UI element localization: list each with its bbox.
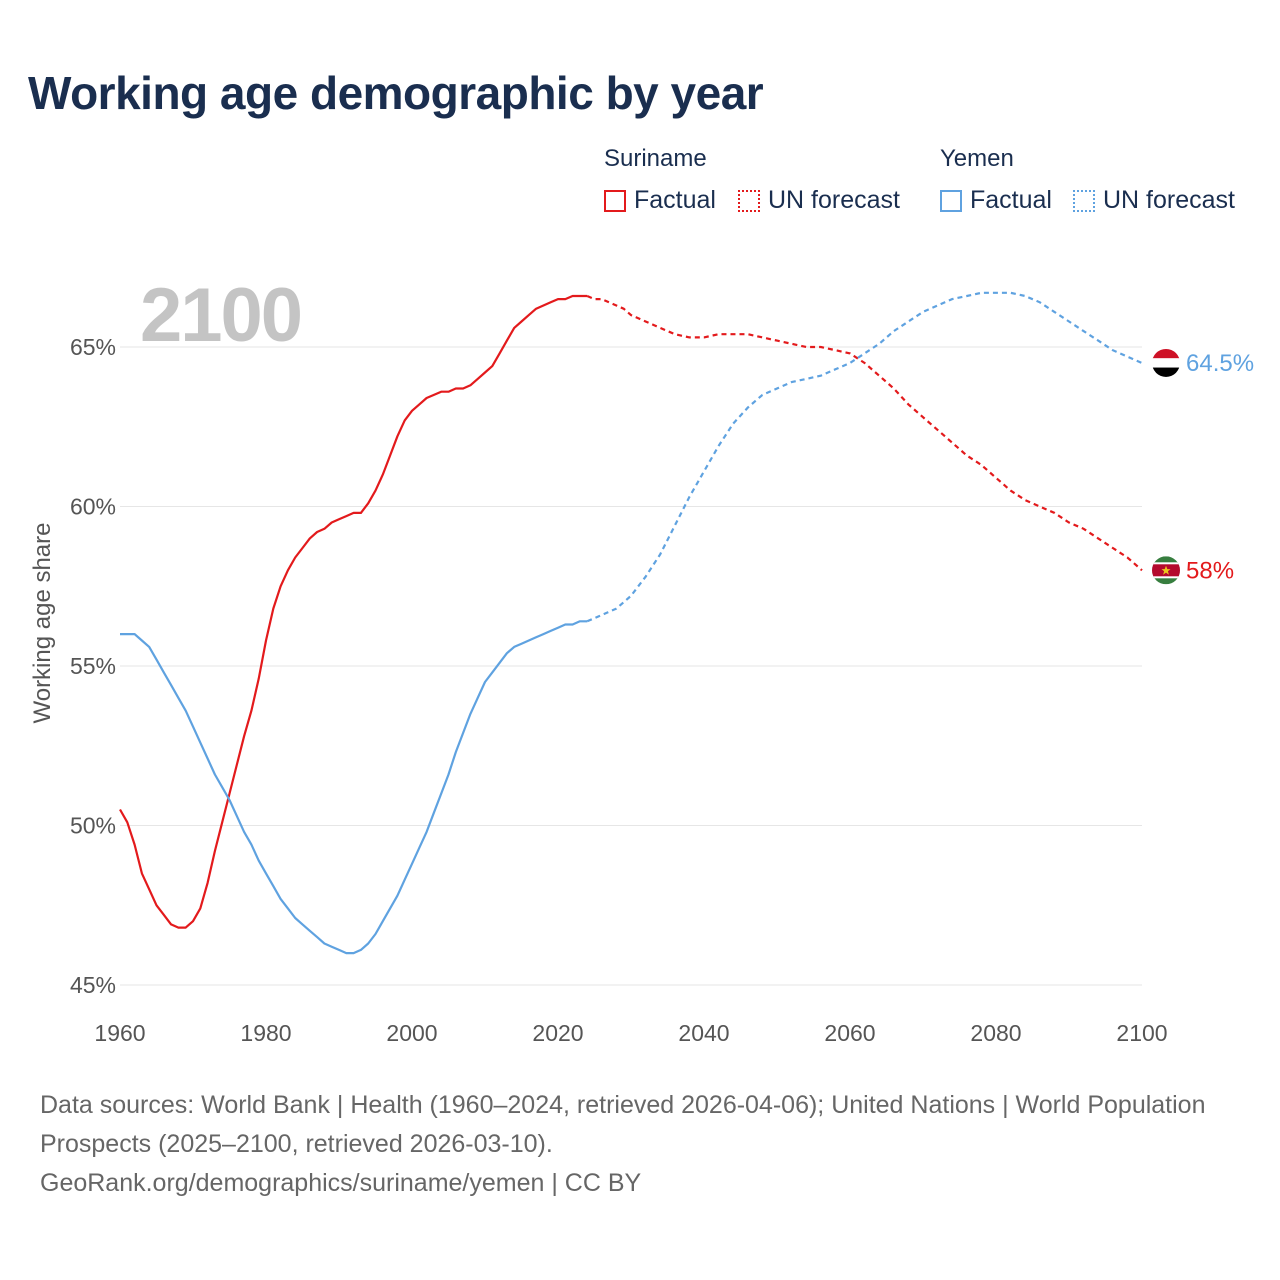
legend-item-yemen-forecast[interactable]: UN forecast [1073, 186, 1235, 215]
legend-label-suriname-forecast: UN forecast [768, 186, 900, 214]
data-sources: Data sources: World Bank | Health (1960–… [40, 1091, 1206, 1158]
footer: Data sources: World Bank | Health (1960–… [40, 1086, 1220, 1203]
legend-label-suriname-factual: Factual [634, 186, 716, 214]
y-tick-label: 45% [70, 972, 116, 998]
x-tick-label: 1960 [94, 1020, 145, 1046]
legend-label-yemen-forecast: UN forecast [1103, 186, 1235, 214]
legend-item-yemen-factual[interactable]: Factual [940, 186, 1052, 215]
y-tick-label: 65% [70, 334, 116, 360]
suriname-flag-icon [1152, 556, 1180, 585]
legend-swatch-suriname-factual [604, 189, 626, 212]
x-tick-label: 2000 [386, 1020, 437, 1046]
legend-label-yemen-factual: Factual [970, 186, 1052, 214]
yemen-factual-line [120, 620, 588, 955]
x-tick-label: 2080 [970, 1020, 1021, 1046]
year-overlay: 2100 [140, 273, 303, 358]
legend-swatch-yemen-forecast [1073, 189, 1095, 212]
legend-swatch-yemen-factual [940, 189, 962, 212]
legend-item-suriname-factual[interactable]: Factual [604, 186, 716, 215]
y-tick-label: 60% [70, 494, 116, 520]
legend-group-yemen: Yemen [940, 145, 1014, 172]
x-tick-label: 2020 [532, 1020, 583, 1046]
y-axis-title: Working age share [29, 523, 56, 724]
chart-title: Working age demographic by year [28, 67, 764, 119]
y-tick-label: 50% [70, 813, 116, 839]
suriname-factual-line [119, 294, 588, 929]
legend-item-suriname-forecast[interactable]: UN forecast [738, 186, 900, 215]
x-tick-label: 2040 [678, 1020, 729, 1046]
yemen-forecast-line [586, 291, 1143, 623]
legend-group-suriname: Suriname [604, 145, 707, 172]
y-tick-label: 55% [70, 653, 116, 679]
attribution: GeoRank.org/demographics/suriname/yemen … [40, 1169, 642, 1197]
legend-swatch-suriname-forecast [738, 189, 760, 212]
yemen-end-value-label: 64.5% [1186, 350, 1254, 377]
suriname-end-value-label: 58% [1186, 557, 1234, 584]
yemen-flag-icon [1152, 348, 1180, 377]
line-chart: 45% 50% 55% 60% 65% 1960 1980 2000 2020 2040 2060 2… [29, 291, 1254, 1046]
x-tick-label: 2100 [1116, 1020, 1167, 1046]
suriname-forecast-line [586, 294, 1143, 572]
x-tick-label: 2060 [824, 1020, 875, 1046]
x-tick-label: 1980 [240, 1020, 291, 1046]
